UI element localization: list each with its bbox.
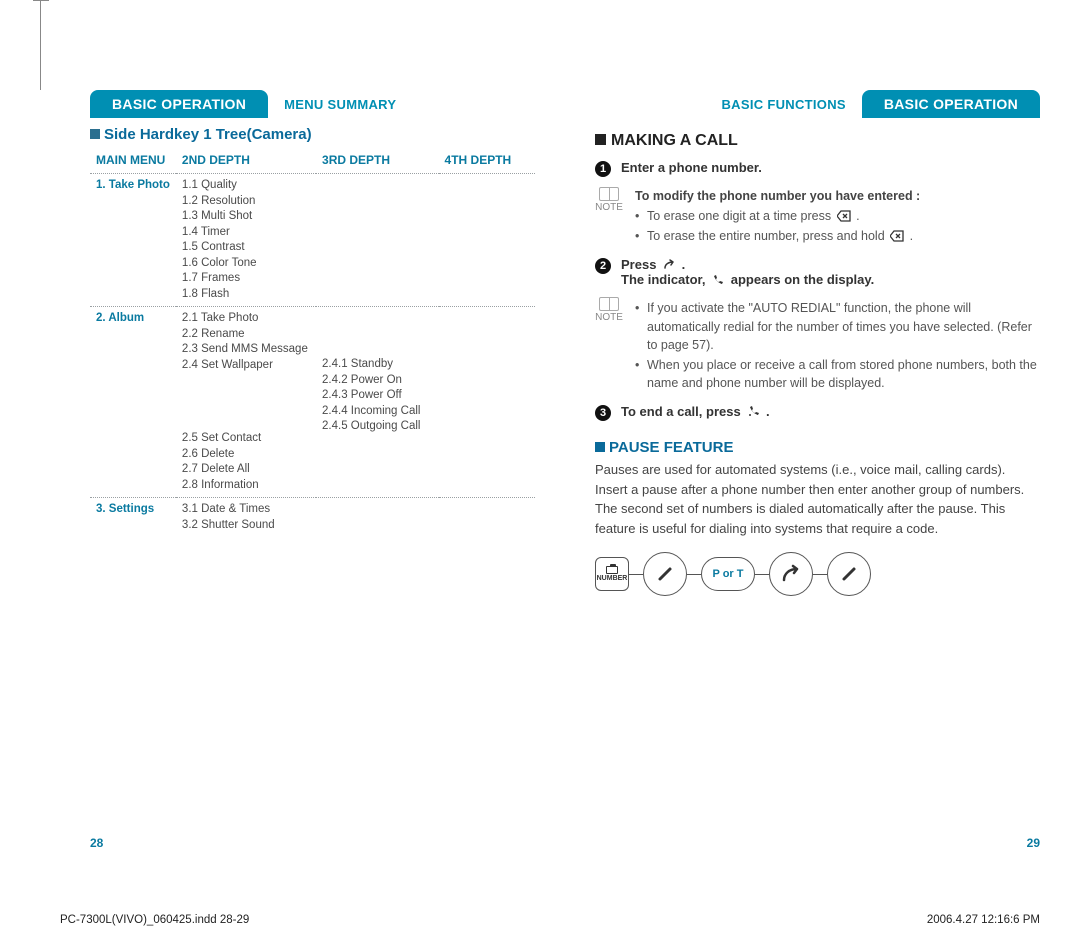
row2-d4 (439, 307, 535, 498)
p-or-t-indicator: P or T (701, 557, 755, 591)
note-1-bullet-1: To erase one digit at a time press . (635, 207, 1040, 225)
left-tab-row: BASIC OPERATION MENU SUMMARY (90, 90, 535, 118)
table-header-row: MAIN MENU 2ND DEPTH 3RD DEPTH 4TH DEPTH (90, 149, 535, 174)
left-subtitle-text: Side Hardkey 1 Tree(Camera) (104, 126, 312, 143)
left-subtitle: Side Hardkey 1 Tree(Camera) (90, 126, 535, 143)
pause-sequence-graphic: NUMBER P or T (595, 552, 1040, 596)
step-2-text: Press . The indicator, appears on the di… (621, 257, 874, 287)
note-2-bullet-1: If you activate the "AUTO REDIAL" functi… (635, 299, 1040, 353)
footer-timestamp: 2006.4.27 12:16:6 PM (927, 914, 1040, 926)
note-block-2: NOTE If you activate the "AUTO REDIAL" f… (595, 297, 1040, 394)
number-key-icon: NUMBER (595, 557, 629, 591)
page-number-right: 29 (1027, 836, 1040, 850)
step-number-icon: 3 (595, 405, 611, 421)
step-1-text: Enter a phone number. (621, 160, 762, 175)
footer-file-info: PC-7300L(VIVO)_060425.indd 28-29 (60, 914, 249, 926)
row3-main: 3. Settings (90, 498, 176, 538)
left-section-label: MENU SUMMARY (284, 97, 396, 112)
clear-key-icon (837, 210, 851, 222)
row3-d2: 3.1 Date & Times 3.2 Shutter Sound (176, 498, 316, 538)
table-row: 1. Take Photo 1.1 Quality 1.2 Resolution… (90, 174, 535, 307)
connector-line (813, 574, 827, 575)
row2-d3: 2.4.1 Standby 2.4.2 Power On 2.4.3 Power… (316, 307, 439, 498)
send-circle-icon (769, 552, 813, 596)
pause-heading-text: PAUSE FEATURE (609, 439, 733, 456)
send-key-icon (662, 259, 676, 271)
note-2-bullet-2: When you place or receive a call from st… (635, 356, 1040, 392)
page-left: BASIC OPERATION MENU SUMMARY Side Hardke… (90, 90, 535, 850)
step-number-icon: 1 (595, 161, 611, 177)
connector-line (629, 574, 643, 575)
step-1: 1 Enter a phone number. (595, 160, 1040, 177)
print-footer: PC-7300L(VIVO)_060425.indd 28-29 2006.4.… (60, 914, 1040, 926)
step-3-text: To end a call, press . (621, 404, 770, 419)
table-row: 3. Settings 3.1 Date & Times 3.2 Shutter… (90, 498, 535, 538)
note-2-body: If you activate the "AUTO REDIAL" functi… (635, 297, 1040, 394)
col-2nd-depth: 2ND DEPTH (176, 149, 316, 174)
col-main-menu: MAIN MENU (90, 149, 176, 174)
row2-d3-list: 2.4.1 Standby 2.4.2 Power On 2.4.3 Power… (322, 357, 433, 435)
note-1-lead: To modify the phone number you have ente… (635, 187, 1040, 205)
end-key-icon (746, 404, 760, 418)
note-icon: NOTE (595, 297, 623, 394)
note-1-bullet-2: To erase the entire number, press and ho… (635, 227, 1040, 245)
row3-d4 (439, 498, 535, 538)
making-a-call-heading: MAKING A CALL (595, 132, 1040, 150)
pause-feature-text: Pauses are used for automated systems (i… (595, 460, 1040, 538)
page-number-left: 28 (90, 836, 103, 850)
call-indicator-icon (711, 274, 725, 286)
row2-d2: 2.1 Take Photo 2.2 Rename 2.3 Send MMS M… (176, 307, 316, 498)
clear-key-icon (890, 230, 904, 242)
square-bullet-icon (90, 129, 100, 139)
col-4th-depth: 4TH DEPTH (439, 149, 535, 174)
note-block-1: NOTE To modify the phone number you have… (595, 187, 1040, 247)
right-section-label: BASIC FUNCTIONS (721, 97, 845, 112)
connector-line (755, 574, 769, 575)
note-icon: NOTE (595, 187, 623, 247)
row1-d4 (439, 174, 535, 307)
right-tab-row: BASIC FUNCTIONS BASIC OPERATION (595, 90, 1040, 118)
right-tab: BASIC OPERATION (862, 90, 1040, 118)
softkey-circle-icon (827, 552, 871, 596)
row1-main: 1. Take Photo (90, 174, 176, 307)
row2-d2a: 2.1 Take Photo 2.2 Rename 2.3 Send MMS M… (182, 311, 310, 373)
making-a-call-text: MAKING A CALL (611, 132, 738, 149)
menu-tree-table: MAIN MENU 2ND DEPTH 3RD DEPTH 4TH DEPTH … (90, 149, 535, 537)
step-number-icon: 2 (595, 258, 611, 274)
page-right: BASIC FUNCTIONS BASIC OPERATION MAKING A… (595, 90, 1040, 850)
row3-d3 (316, 498, 439, 538)
row1-d3 (316, 174, 439, 307)
row2-main: 2. Album (90, 307, 176, 498)
step-3: 3 To end a call, press . (595, 404, 1040, 421)
col-3rd-depth: 3RD DEPTH (316, 149, 439, 174)
table-row: 2. Album 2.1 Take Photo 2.2 Rename 2.3 S… (90, 307, 535, 498)
square-bullet-icon (595, 134, 606, 145)
row1-d2: 1.1 Quality 1.2 Resolution 1.3 Multi Sho… (176, 174, 316, 307)
step-2: 2 Press . The indicator, appears on the … (595, 257, 1040, 287)
note-1-body: To modify the phone number you have ente… (635, 187, 1040, 247)
row2-d2b: 2.5 Set Contact 2.6 Delete 2.7 Delete Al… (182, 431, 310, 493)
pause-feature-heading: PAUSE FEATURE (595, 439, 1040, 456)
connector-line (687, 574, 701, 575)
crop-marks (40, 0, 48, 90)
page-spread: BASIC OPERATION MENU SUMMARY Side Hardke… (90, 90, 1040, 850)
softkey-circle-icon (643, 552, 687, 596)
square-bullet-icon (595, 442, 605, 452)
left-tab: BASIC OPERATION (90, 90, 268, 118)
